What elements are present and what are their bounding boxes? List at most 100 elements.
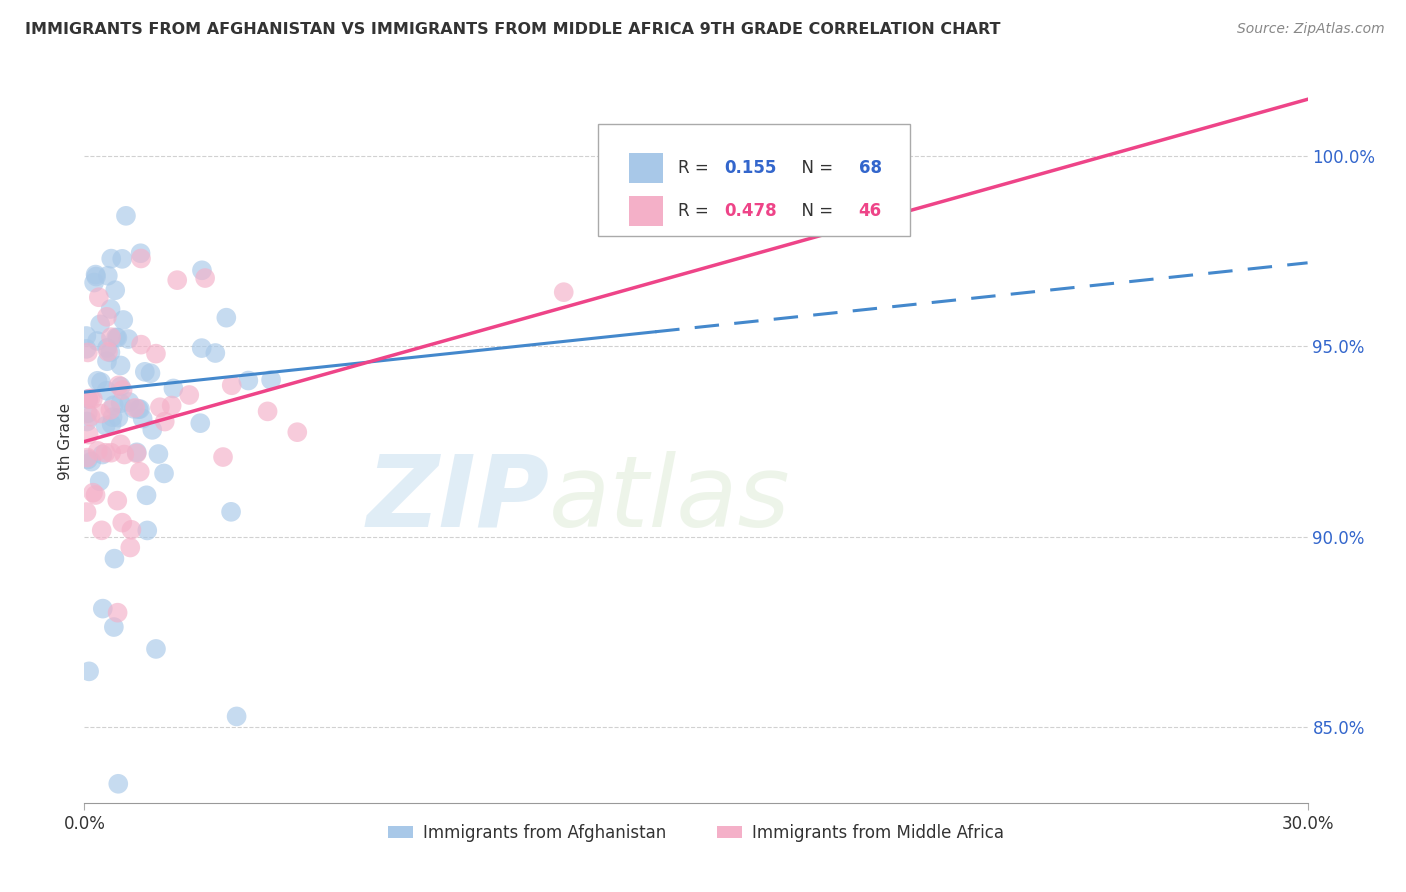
Point [105,331,128,345]
Point [110,359,132,373]
Point [86,334,108,348]
Text: N =: N = [792,159,839,177]
Point [135,488,157,502]
Point [166,273,188,287]
Point [84,269,107,284]
Point [238,374,260,388]
Point [112,448,135,462]
Point [77,452,100,467]
Point [77,427,100,442]
Point [129,246,152,260]
Point [101,410,124,425]
Text: R =: R = [678,202,714,219]
Point [103,551,125,566]
Point [131,411,153,425]
Point [103,398,125,412]
Point [76,415,98,429]
Point [96,341,118,355]
Point [139,366,162,380]
Point [190,341,212,355]
FancyBboxPatch shape [628,195,664,226]
Point [148,447,170,461]
Point [145,346,167,360]
Point [84,488,107,502]
Point [96,354,118,368]
Point [129,402,152,417]
Point [105,493,128,508]
Point [82,485,104,500]
Point [112,313,135,327]
Point [90,407,112,421]
Text: IMMIGRANTS FROM AFGHANISTAN VS IMMIGRANTS FROM MIDDLE AFRICA 9TH GRADE CORRELATI: IMMIGRANTS FROM AFGHANISTAN VS IMMIGRANT… [25,22,1001,37]
Point [129,252,152,266]
Point [94,418,117,433]
Point [100,446,122,460]
Point [75,329,97,343]
Text: 46: 46 [859,202,882,219]
Point [100,403,122,417]
Point [141,423,163,437]
Point [127,402,149,417]
Point [162,381,184,395]
Point [110,437,132,451]
Point [100,252,122,266]
Text: Source: ZipAtlas.com: Source: ZipAtlas.com [1237,22,1385,37]
Point [153,415,176,429]
Point [256,404,278,418]
Point [145,642,167,657]
Point [111,252,134,266]
Point [104,283,127,297]
Text: 68: 68 [859,159,882,177]
Point [77,392,100,406]
Point [191,263,214,277]
Text: N =: N = [792,202,839,219]
Point [96,384,118,398]
Text: 0.155: 0.155 [724,159,776,177]
Point [84,268,107,282]
FancyBboxPatch shape [628,153,664,183]
Point [285,425,308,440]
Point [107,606,129,620]
Point [212,450,235,464]
Point [89,475,111,489]
Point [107,410,129,425]
Point [221,378,243,392]
Point [128,465,150,479]
Point [75,342,97,356]
Point [110,396,132,410]
Point [553,285,575,300]
Point [153,467,176,481]
Point [100,345,122,359]
Point [134,365,156,379]
Point [188,416,211,430]
Text: 0.478: 0.478 [724,202,776,219]
Text: atlas: atlas [550,450,790,548]
Point [76,505,98,519]
Point [91,448,114,462]
Point [100,417,122,431]
Text: R =: R = [678,159,714,177]
Point [83,276,105,290]
Point [76,345,98,359]
Point [179,388,201,402]
Y-axis label: 9th Grade: 9th Grade [58,403,73,480]
Point [122,401,145,416]
Point [225,709,247,723]
Point [90,524,112,538]
Point [77,665,100,679]
Point [87,290,110,304]
Point [97,344,120,359]
Point [125,445,148,459]
Point [120,523,142,537]
Point [105,330,128,344]
Point [118,395,141,409]
Point [136,524,159,538]
Point [110,379,132,393]
Point [79,409,101,424]
Legend: Immigrants from Afghanistan, Immigrants from Middle Africa: Immigrants from Afghanistan, Immigrants … [381,817,1011,848]
Point [111,383,134,397]
Point [87,443,110,458]
Point [82,392,104,406]
Point [107,777,129,791]
Point [260,373,283,387]
